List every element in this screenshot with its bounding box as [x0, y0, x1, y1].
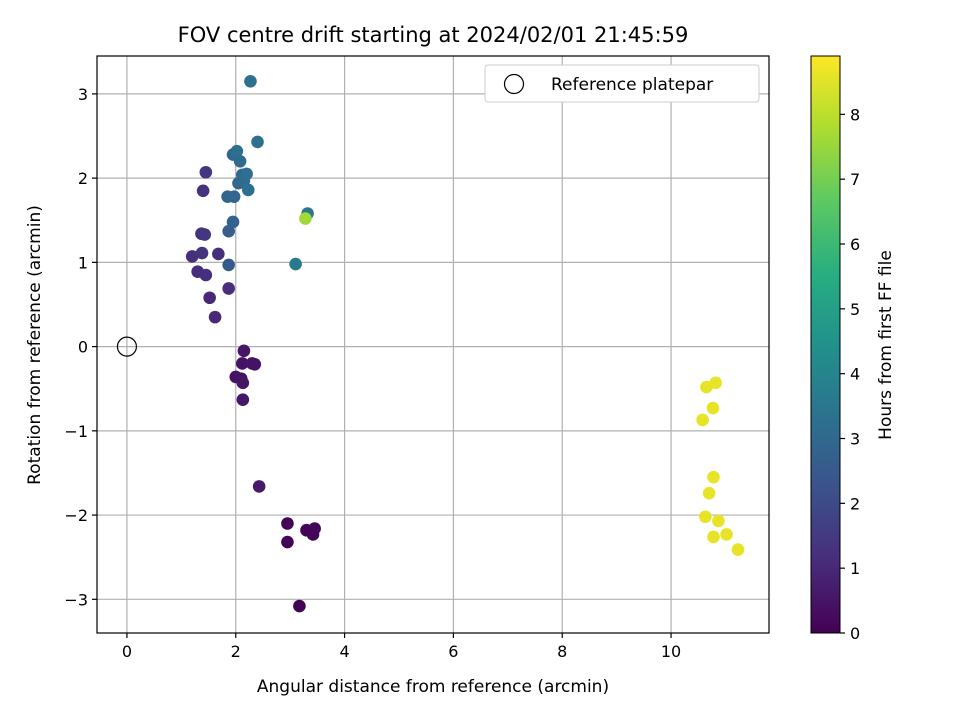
scatter-point: [185, 250, 199, 263]
scatter-point: [236, 393, 250, 406]
scatter-point: [235, 357, 249, 370]
x-axis-label: Angular distance from reference (arcmin): [257, 677, 609, 697]
scatter-point: [237, 344, 251, 358]
x-tick-label: 6: [448, 642, 458, 661]
legend-entry-reference: Reference platepar: [551, 75, 713, 95]
y-tick-label: −2: [64, 506, 88, 525]
colorbar-tick-label: 4: [850, 365, 860, 384]
colorbar: [810, 55, 841, 634]
scatter-point: [712, 514, 725, 528]
legend-marker-icon: [503, 73, 525, 95]
scatter-point: [199, 165, 213, 179]
scatter-point: [198, 228, 212, 241]
grid-lines: [97, 56, 769, 633]
colorbar-tick-label: 2: [850, 494, 860, 513]
colorbar-tick-label: 0: [850, 624, 860, 643]
x-axis-ticks: 0 2 4 6 8 10: [122, 633, 681, 661]
colorbar-tick-label: 5: [850, 300, 860, 319]
scatter-point: [244, 74, 257, 88]
y-tick-label: −3: [64, 590, 88, 609]
scatter-point: [281, 517, 294, 530]
scatter-point: [248, 357, 262, 371]
scatter-point: [240, 167, 253, 181]
y-axis-label: Rotation from reference (arcmin): [25, 205, 45, 485]
scatter-point: [293, 599, 306, 613]
y-tick-label: −1: [64, 422, 88, 441]
scatter-point: [707, 530, 720, 544]
colorbar-tick-label: 7: [850, 170, 860, 189]
scatter-point: [226, 215, 240, 229]
scatter-point: [281, 535, 294, 549]
reference-platepar-point: [116, 336, 138, 357]
scatter-point: [251, 135, 264, 149]
scatter-point: [308, 522, 321, 535]
y-tick-label: 2: [78, 169, 88, 188]
scatter-point: [191, 265, 204, 278]
scatter-point: [699, 510, 712, 524]
scatter-point: [236, 376, 250, 390]
scatter-point: [208, 310, 222, 324]
scatter-point: [289, 257, 302, 271]
scatter-point: [230, 144, 244, 158]
colorbar-tick-label: 8: [850, 105, 860, 124]
colorbar-label: Hours from first FF file: [876, 250, 896, 440]
x-tick-label: 4: [339, 642, 349, 661]
scatter-point: [212, 247, 225, 261]
scatter-point: [706, 401, 720, 415]
scatter-point: [203, 291, 216, 305]
x-tick-label: 8: [557, 642, 567, 661]
scatter-point: [696, 413, 709, 427]
scatter-point: [252, 480, 266, 493]
scatter-point: [222, 282, 235, 295]
scatter-point: [720, 528, 733, 541]
x-tick-label: 0: [122, 642, 132, 661]
x-tick-label: 2: [231, 642, 241, 661]
scatter-point: [195, 246, 209, 260]
colorbar-tick-label: 1: [850, 559, 860, 578]
scatter-point: [227, 190, 241, 203]
legend: Reference platepar: [484, 64, 760, 103]
scatter-point: [299, 212, 312, 225]
reference-marker: [116, 336, 138, 357]
scatter-point: [241, 183, 255, 197]
scatter-point: [709, 376, 722, 390]
y-tick-label: 0: [78, 338, 88, 357]
data-points: [185, 74, 745, 613]
scatter-point: [707, 470, 720, 484]
scatter-point: [222, 258, 235, 272]
y-tick-label: 3: [78, 85, 88, 104]
scatter-point: [731, 543, 745, 556]
scatter-point: [702, 486, 716, 500]
colorbar-tick-label: 6: [850, 235, 860, 254]
colorbar-tick-label: 3: [850, 430, 860, 449]
legend-box: [484, 64, 760, 103]
plot-frame: [96, 55, 770, 634]
colorbar-ticks: 0 1 2 3 4 5 6 7 8: [840, 105, 860, 643]
y-axis-ticks: −3 −2 −1 0 1 2 3: [64, 85, 97, 609]
scatter-point: [196, 184, 210, 198]
y-tick-label: 1: [78, 253, 88, 272]
chart-title: FOV centre drift starting at 2024/02/01 …: [178, 23, 689, 47]
x-tick-label: 10: [661, 642, 681, 661]
